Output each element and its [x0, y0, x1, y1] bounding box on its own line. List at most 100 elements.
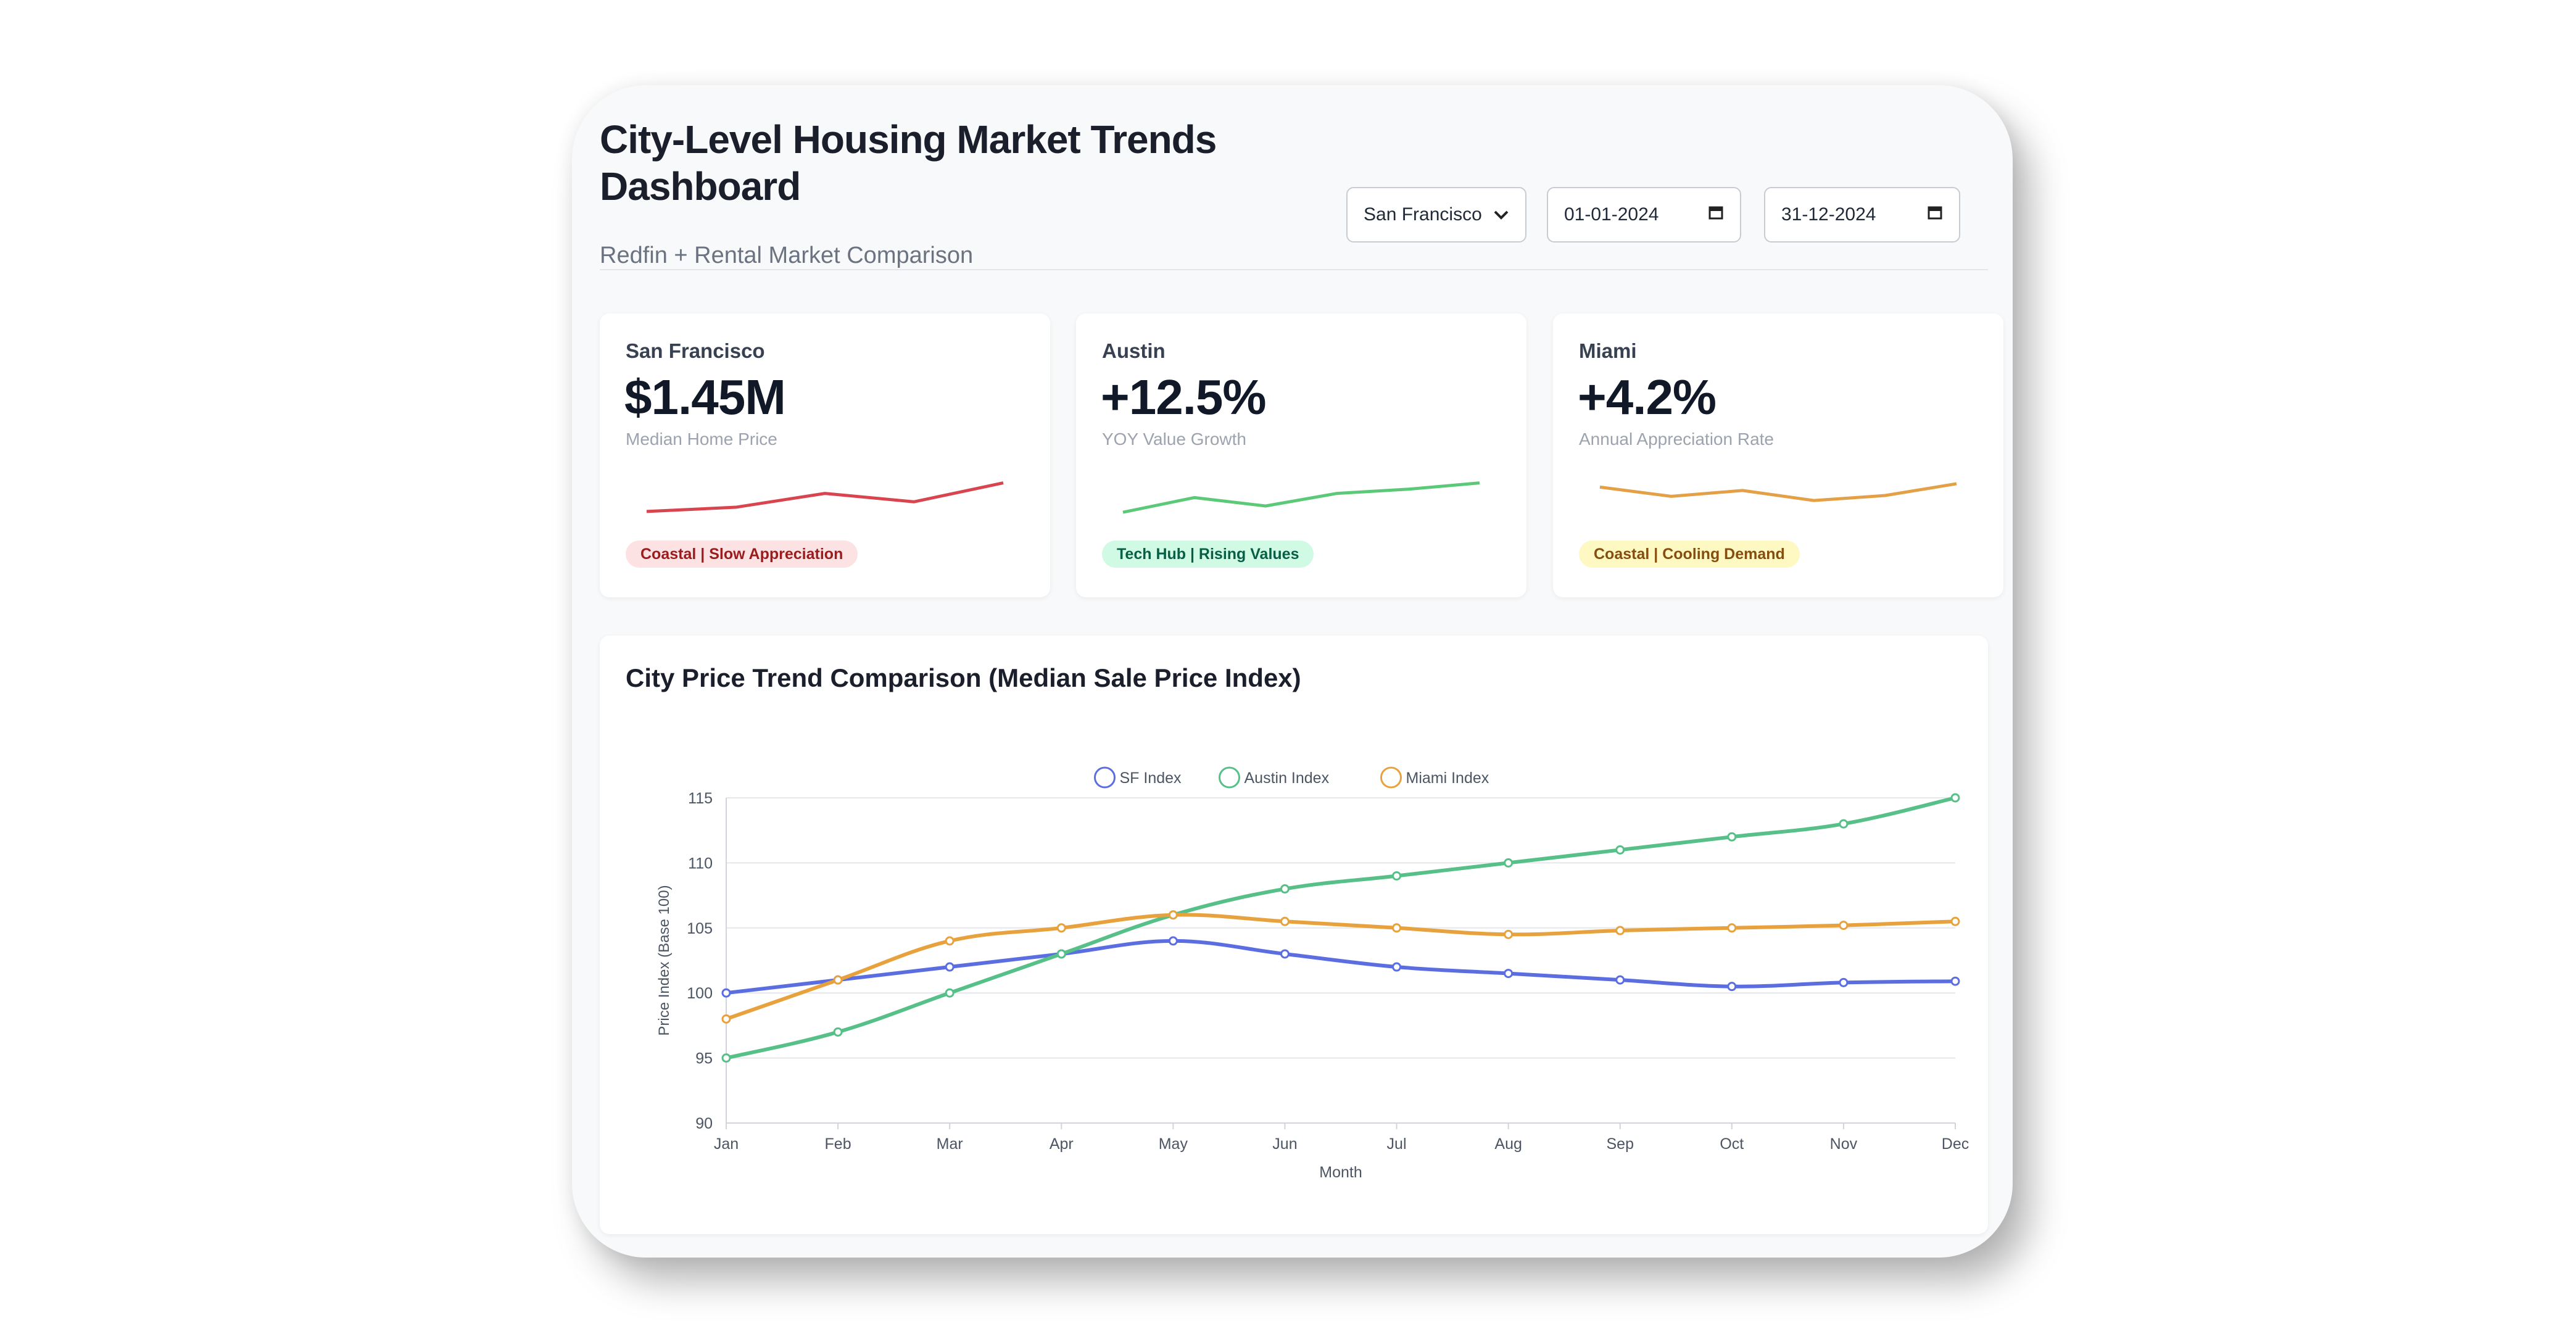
y-tick-label: 105	[687, 920, 713, 937]
dashboard-header: City-Level Housing Market Trends Dashboa…	[600, 116, 1988, 301]
data-point[interactable]	[721, 1014, 731, 1024]
x-tick-label: Jan	[714, 1135, 739, 1153]
data-point[interactable]	[1392, 962, 1402, 972]
data-point[interactable]	[1615, 926, 1625, 935]
data-point[interactable]	[1392, 923, 1402, 933]
x-axis-label: Month	[1319, 1164, 1362, 1181]
data-point[interactable]	[1504, 969, 1514, 979]
x-tick-label: Sep	[1606, 1135, 1633, 1153]
legend-swatch	[1219, 766, 1240, 789]
sparkline-path	[1122, 481, 1480, 514]
data-point[interactable]	[1280, 949, 1290, 959]
x-tick-label: Jun	[1272, 1135, 1297, 1153]
data-point[interactable]	[1950, 916, 1960, 926]
legend-label: SF Index	[1120, 769, 1182, 787]
sparkline-path	[646, 481, 1004, 513]
data-point[interactable]	[1950, 793, 1960, 803]
status-badge: Coastal | Cooling Demand	[1579, 541, 1800, 568]
data-point[interactable]	[1504, 858, 1514, 868]
chevron-down-icon	[1493, 204, 1509, 225]
data-point[interactable]	[1839, 819, 1849, 829]
card-metric: +12.5%	[1101, 370, 1267, 425]
data-point[interactable]	[721, 988, 731, 998]
data-point[interactable]	[1839, 921, 1849, 931]
card-metric-label: Median Home Price	[626, 429, 777, 449]
sparkline	[1599, 482, 1957, 502]
card-san-francisco: San Francisco $1.45M Median Home Price C…	[600, 313, 1050, 597]
price-trend-chart: 90 95 100 105 110 115 Jan Feb Mar Apr May Jun Jul Aug…	[656, 766, 1969, 1181]
data-point[interactable]	[1280, 884, 1290, 894]
data-point[interactable]	[833, 1027, 843, 1037]
data-point[interactable]	[1056, 923, 1066, 933]
y-tick-label: 110	[688, 855, 713, 872]
page-subtitle: Redfin + Rental Market Comparison	[600, 243, 974, 268]
card-city: Miami	[1579, 339, 1637, 362]
data-point[interactable]	[1950, 976, 1960, 986]
start-date-value: 01-01-2024	[1564, 204, 1659, 225]
end-date-value: 31-12-2024	[1781, 204, 1876, 225]
start-date-input[interactable]: 01-01-2024	[1547, 187, 1741, 243]
data-point[interactable]	[1615, 845, 1625, 855]
y-tick-label: 90	[695, 1115, 713, 1132]
status-badge: Tech Hub | Rising Values	[1102, 541, 1314, 568]
legend-item[interactable]: Austin Index	[1219, 766, 1330, 789]
data-point[interactable]	[945, 962, 955, 972]
data-point[interactable]	[1727, 982, 1737, 992]
price-trend-chart-card: 90 95 100 105 110 115 Jan Feb Mar Apr May Jun Jul Aug…	[600, 636, 1988, 1234]
card-city: Austin	[1102, 339, 1166, 362]
data-point[interactable]	[1727, 832, 1737, 842]
chart-title: City Price Trend Comparison (Median Sale…	[626, 663, 1301, 692]
x-tick-label: Apr	[1050, 1135, 1074, 1153]
x-tick-label: Dec	[1942, 1135, 1969, 1153]
legend-label: Austin Index	[1245, 769, 1330, 787]
data-point[interactable]	[1727, 923, 1737, 933]
card-metric-label: Annual Appreciation Rate	[1579, 429, 1774, 449]
data-point[interactable]	[945, 936, 955, 946]
data-point[interactable]	[1168, 910, 1178, 920]
city-select-value: San Francisco	[1364, 204, 1482, 225]
card-metric: +4.2%	[1578, 370, 1717, 425]
x-tick-label: Nov	[1830, 1135, 1858, 1153]
data-point[interactable]	[1392, 871, 1402, 881]
legend-swatch	[1094, 766, 1116, 789]
sparkline-path	[1599, 482, 1957, 502]
series-line-sf-index	[726, 939, 1956, 995]
y-tick-label: 95	[695, 1050, 713, 1067]
card-metric-label: YOY Value Growth	[1102, 429, 1246, 449]
legend-item[interactable]: SF Index	[1094, 766, 1182, 789]
legend-item[interactable]: Miami Index	[1380, 766, 1489, 789]
data-point[interactable]	[1615, 975, 1625, 985]
series-line-austin-index	[726, 796, 1956, 1060]
data-point[interactable]	[1056, 949, 1066, 959]
card-city: San Francisco	[626, 339, 765, 362]
data-point[interactable]	[1839, 977, 1849, 987]
legend-label: Miami Index	[1406, 769, 1489, 787]
data-point[interactable]	[1504, 929, 1514, 939]
legend-swatch	[1380, 766, 1402, 789]
sparkline	[646, 481, 1004, 513]
y-tick-label: 100	[687, 985, 713, 1002]
data-point[interactable]	[945, 988, 955, 998]
x-tick-label: Mar	[937, 1135, 963, 1153]
card-metric: $1.45M	[624, 370, 786, 425]
x-tick-label: Oct	[1720, 1135, 1744, 1153]
end-date-input[interactable]: 31-12-2024	[1764, 187, 1960, 243]
city-select[interactable]: San Francisco	[1346, 187, 1526, 243]
y-tick-label: 115	[688, 790, 713, 807]
data-point[interactable]	[833, 975, 843, 985]
data-point[interactable]	[1168, 936, 1178, 946]
data-point[interactable]	[1280, 916, 1290, 926]
y-axis-label: Price Index (Base 100)	[656, 885, 673, 1035]
card-austin: Austin +12.5% YOY Value Growth Tech Hub …	[1076, 313, 1526, 597]
x-tick-label: Feb	[825, 1135, 851, 1153]
x-tick-label: Jul	[1387, 1135, 1407, 1153]
calendar-icon[interactable]	[1927, 204, 1943, 225]
page-title: City-Level Housing Market Trends Dashboa…	[600, 117, 1217, 209]
data-point[interactable]	[721, 1053, 731, 1063]
sparkline	[1122, 481, 1480, 514]
x-tick-label: May	[1159, 1135, 1188, 1153]
card-miami: Miami +4.2% Annual Appreciation Rate Coa…	[1553, 313, 2003, 597]
status-badge: Coastal | Slow Appreciation	[626, 541, 858, 568]
dashboard-window: City-Level Housing Market Trends Dashboa…	[572, 85, 2013, 1258]
calendar-icon[interactable]	[1708, 204, 1724, 225]
